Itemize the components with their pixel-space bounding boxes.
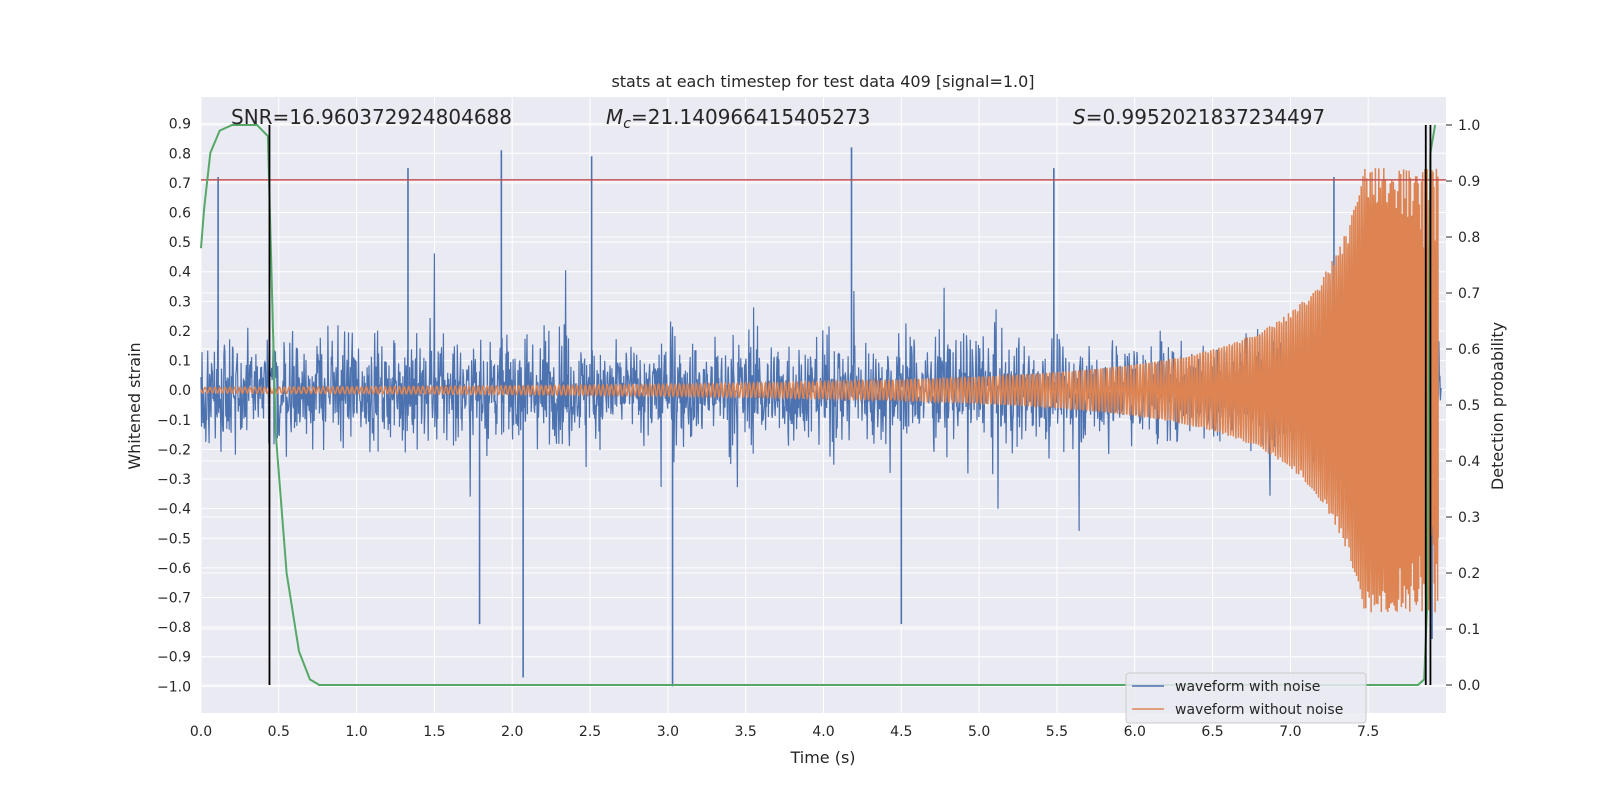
legend: waveform with noise waveform without noi… bbox=[1125, 672, 1367, 724]
x-tick-label: 5.5 bbox=[1046, 724, 1068, 740]
x-tick-label: 2.0 bbox=[501, 724, 523, 740]
y2-tick-label: 0.3 bbox=[1458, 510, 1480, 526]
y-tick-label: 0.4 bbox=[169, 265, 191, 281]
legend-label-noise: waveform with noise bbox=[1175, 679, 1320, 695]
x-tick-label: 0.5 bbox=[268, 724, 290, 740]
y-tick-label: −0.5 bbox=[157, 531, 191, 547]
y-tick-label: 0.5 bbox=[169, 235, 191, 251]
y-tick-label: −0.8 bbox=[157, 620, 191, 636]
x-tick-label: 6.5 bbox=[1201, 724, 1223, 740]
chart-title: stats at each timestep for test data 409… bbox=[611, 72, 1034, 91]
y-tick-label: −0.1 bbox=[157, 413, 191, 429]
y2-tick-label: 0.0 bbox=[1458, 678, 1480, 694]
y2-tick-label: 0.5 bbox=[1458, 398, 1480, 414]
x-tick-label: 0.0 bbox=[190, 724, 212, 740]
x-tick-label: 3.5 bbox=[735, 724, 757, 740]
s-value: =0.9952021837234497 bbox=[1086, 105, 1325, 129]
y-tick-label: 0.8 bbox=[169, 146, 191, 162]
y2-tick-label: 1.0 bbox=[1458, 118, 1480, 134]
y-tick-label: 0.2 bbox=[169, 324, 191, 340]
s-annotation: S=0.9952021837234497 bbox=[1073, 105, 1325, 129]
y-tick-label: −0.4 bbox=[157, 502, 191, 518]
s-symbol: S bbox=[1073, 105, 1086, 129]
y-tick-label: 0.9 bbox=[169, 117, 191, 133]
y2-axis-label: Detection probability bbox=[1488, 322, 1507, 490]
x-tick-label: 7.5 bbox=[1357, 724, 1379, 740]
x-tick-label: 6.0 bbox=[1124, 724, 1146, 740]
mc-symbol: M bbox=[606, 105, 623, 129]
y2-tick-label: 0.8 bbox=[1458, 230, 1480, 246]
y2-tick-label: 0.7 bbox=[1458, 286, 1480, 302]
x-tick-label: 5.0 bbox=[968, 724, 990, 740]
axis-ticks: 0.0 0.5 1.0 1.5 2.0 2.5 3.0 3.5 4.0 4.5 5.0 5.5 6.0 6… bbox=[157, 117, 1480, 740]
y-tick-label: 0.3 bbox=[169, 294, 191, 310]
x-tick-label: 4.0 bbox=[812, 724, 834, 740]
y-tick-label: 0.7 bbox=[169, 176, 191, 192]
legend-label-clean: waveform without noise bbox=[1175, 702, 1343, 718]
y-tick-label: −0.2 bbox=[157, 442, 191, 458]
legend-box bbox=[1125, 672, 1367, 724]
series-detection-probability bbox=[200, 124, 1437, 686]
y2-tick-label: 0.1 bbox=[1458, 622, 1480, 638]
y2-tick-label: 0.6 bbox=[1458, 342, 1480, 358]
x-axis-label: Time (s) bbox=[789, 748, 855, 767]
vertical-markers bbox=[268, 125, 1432, 685]
x-tick-label: 3.0 bbox=[657, 724, 679, 740]
x-tick-label: 1.0 bbox=[345, 724, 367, 740]
y-tick-label: −0.6 bbox=[157, 561, 191, 577]
mc-value: =21.140966415405273 bbox=[631, 105, 870, 129]
y-tick-label: −1.0 bbox=[157, 679, 191, 695]
y-tick-label: 0.1 bbox=[169, 354, 191, 370]
x-tick-label: 4.5 bbox=[890, 724, 912, 740]
clean-trace bbox=[200, 168, 1439, 613]
y-tick-label: 0.0 bbox=[169, 383, 191, 399]
x-tick-label: 7.0 bbox=[1279, 724, 1301, 740]
y2-tick-label: 0.9 bbox=[1458, 174, 1480, 190]
y-axis-label: Whitened strain bbox=[125, 342, 144, 469]
y-tick-label: −0.7 bbox=[157, 591, 191, 607]
y-tick-label: −0.9 bbox=[157, 650, 191, 666]
series-waveform-without-noise bbox=[200, 168, 1439, 613]
mc-annotation: Mc=21.140966415405273 bbox=[606, 105, 870, 132]
mc-subscript: c bbox=[623, 116, 631, 132]
x-tick-label: 2.5 bbox=[579, 724, 601, 740]
snr-annotation: SNR=16.960372924804688 bbox=[231, 105, 512, 129]
x-tick-label: 1.5 bbox=[423, 724, 445, 740]
y-tick-label: −0.3 bbox=[157, 472, 191, 488]
y2-tick-label: 0.2 bbox=[1458, 566, 1480, 582]
y-tick-label: 0.6 bbox=[169, 206, 191, 222]
y2-tick-label: 0.4 bbox=[1458, 454, 1480, 470]
probability-trace bbox=[200, 124, 1437, 686]
